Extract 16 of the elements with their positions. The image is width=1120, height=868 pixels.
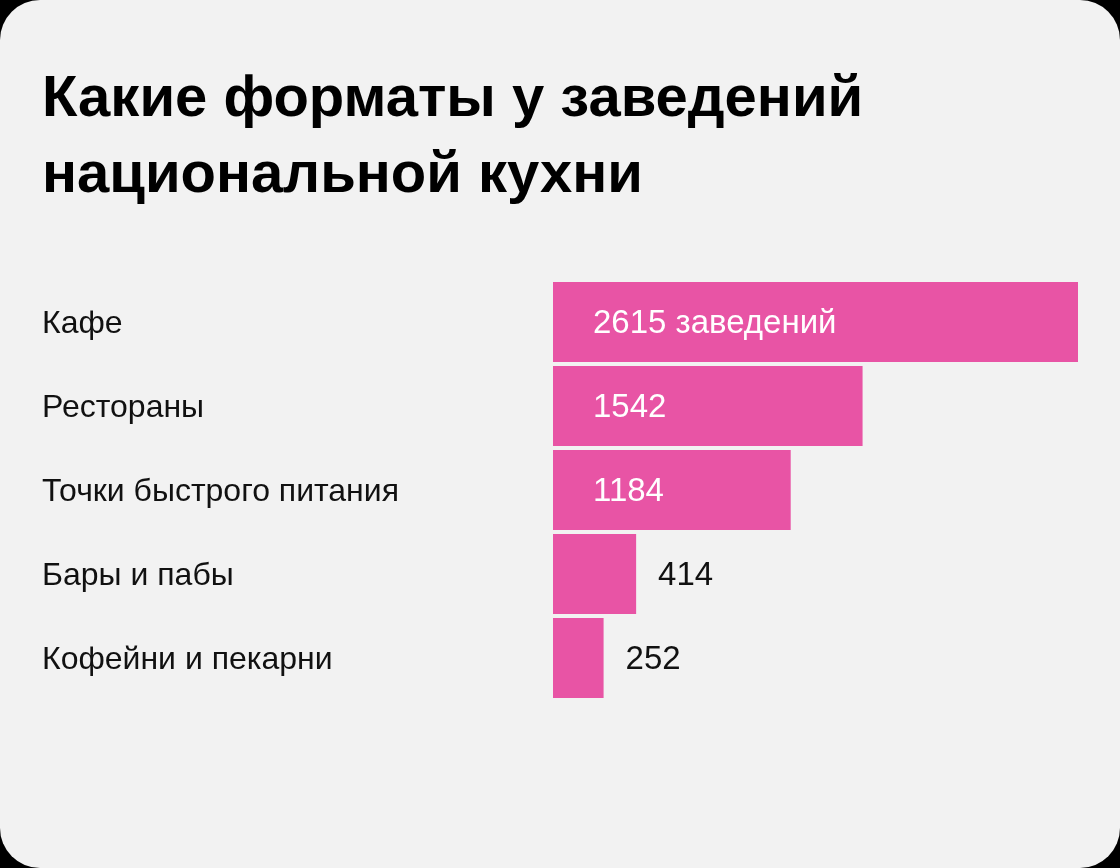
y-tick-label: Кафе bbox=[42, 304, 123, 340]
data-label: 252 bbox=[625, 639, 681, 676]
y-tick-label: Точки быстрого питания bbox=[42, 472, 399, 508]
data-label: 1184 bbox=[593, 471, 664, 508]
bar bbox=[553, 450, 791, 530]
bar bbox=[553, 282, 1078, 362]
bar bbox=[553, 534, 637, 614]
y-tick-label: Кофейни и пекарни bbox=[42, 640, 333, 676]
bar bbox=[553, 366, 863, 446]
data-label: 2615 заведений bbox=[593, 303, 837, 340]
y-tick-label: Рестораны bbox=[42, 388, 205, 424]
y-tick-label: Бары и пабы bbox=[42, 556, 234, 592]
chart-title: Какие форматы у заведений национальной кухни bbox=[42, 62, 865, 206]
bar bbox=[553, 618, 604, 698]
data-label: 414 bbox=[658, 555, 714, 592]
data-label: 1542 bbox=[593, 387, 667, 424]
